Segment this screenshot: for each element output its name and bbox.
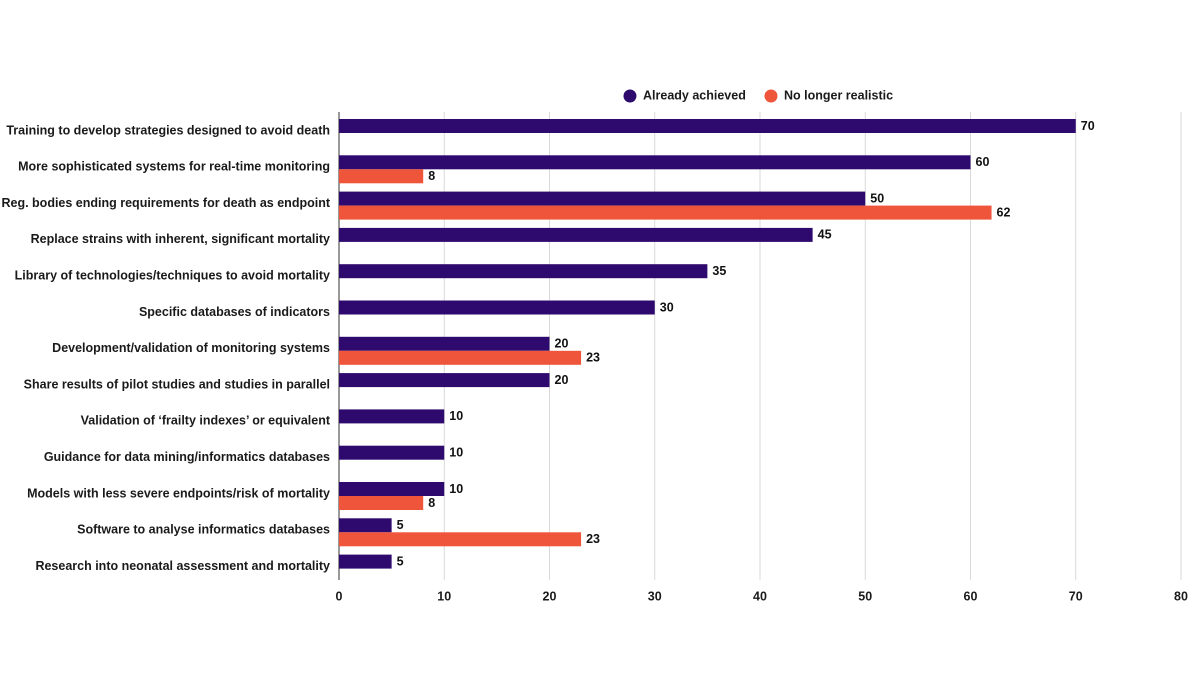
legend-label-already-achieved: Already achieved [643,88,746,102]
category-label: Models with less severe endpoints/risk o… [27,486,330,500]
data-label: 10 [449,445,463,459]
category-label: More sophisticated systems for real-time… [18,160,330,174]
bar-already-achieved [339,518,392,533]
bar-no-longer-realistic [339,205,992,220]
data-label: 70 [1081,119,1095,133]
legend: Already achieved No longer realistic [623,88,893,103]
bar-already-achieved [339,482,445,496]
data-label: 30 [660,300,674,314]
bar-already-achieved [339,409,445,424]
category-label: Replace strains with inherent, significa… [31,232,330,246]
bar-already-achieved [339,554,392,569]
category-label: Specific databases of indicators [139,305,330,319]
x-axis-ticks: 0 10 20 30 40 50 60 70 80 [336,589,1188,603]
category-label: Research into neonatal assessment and mo… [35,559,330,573]
x-tick-label: 60 [964,589,978,603]
bar-already-achieved [339,300,655,315]
data-label: 10 [449,482,463,496]
data-label: 62 [997,205,1011,219]
data-label: 20 [555,337,569,351]
data-label: 50 [870,191,884,205]
bar-no-longer-realistic [339,532,582,547]
bars [339,119,1076,569]
x-tick-label: 70 [1069,589,1083,603]
data-label: 20 [555,373,569,387]
bar-already-achieved [339,191,866,206]
category-label: Share results of pilot studies and studi… [24,377,330,391]
data-label: 35 [712,264,726,278]
bar-already-achieved [339,119,1076,133]
bar-already-achieved [339,155,971,170]
data-label: 23 [586,351,600,365]
x-tick-label: 40 [753,589,767,603]
category-label: Validation of ‘frailty indexes’ or equiv… [81,414,331,428]
category-label: Reg. bodies ending requirements for deat… [1,196,330,210]
legend-swatch-no-longer-realistic [764,89,778,103]
category-label: Development/validation of monitoring sys… [52,341,330,355]
bar-already-achieved [339,445,445,460]
x-tick-label: 10 [437,589,451,603]
category-label: Software to analyse informatics database… [77,523,330,537]
bar-already-achieved [339,373,550,388]
category-label: Training to develop strategies designed … [6,123,330,137]
data-label: 5 [397,554,404,568]
category-labels: Training to develop strategies designed … [1,123,330,573]
data-label: 23 [586,532,600,546]
value-labels: 70 60 8 50 62 45 35 30 20 23 20 10 10 10 8 5 23 5 [397,119,1095,569]
legend-label-no-longer-realistic: No longer realistic [784,88,893,102]
data-label: 5 [397,518,404,532]
x-tick-label: 50 [858,589,872,603]
data-label: 8 [428,496,435,510]
bar-no-longer-realistic [339,169,424,184]
bar-already-achieved [339,264,708,279]
data-label: 8 [428,169,435,183]
x-tick-label: 80 [1174,589,1188,603]
data-label: 10 [449,409,463,423]
x-tick-label: 0 [336,589,343,603]
x-tick-label: 20 [543,589,557,603]
bar-no-longer-realistic [339,496,424,510]
legend-swatch-already-achieved [623,89,637,103]
x-tick-label: 30 [648,589,662,603]
category-label: Guidance for data mining/informatics dat… [44,450,330,464]
bar-no-longer-realistic [339,350,582,365]
bar-already-achieved [339,336,550,351]
data-label: 60 [976,155,990,169]
data-label: 45 [818,228,832,242]
bar-already-achieved [339,227,813,242]
category-label: Library of technologies/techniques to av… [15,268,330,282]
